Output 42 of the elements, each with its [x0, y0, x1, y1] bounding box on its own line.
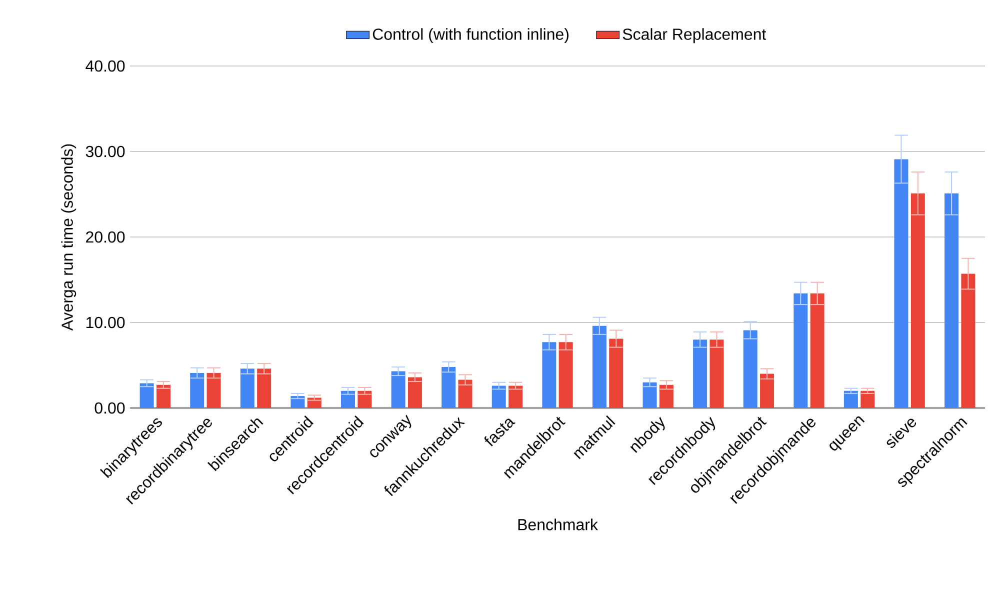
- y-tick-label: 10.00: [86, 316, 125, 328]
- bar: [609, 338, 624, 408]
- bar: [340, 390, 355, 408]
- bar: [508, 386, 523, 408]
- bar: [290, 396, 305, 408]
- bar: [760, 374, 774, 408]
- bar: [206, 372, 221, 408]
- bar: [860, 390, 875, 408]
- bar: [659, 384, 674, 408]
- legend-label: Control (with function inline): [372, 28, 568, 44]
- bar: [458, 380, 472, 408]
- y-axis-title: Averga run time (seconds): [61, 144, 76, 331]
- bar: [693, 340, 708, 408]
- bar: [810, 293, 824, 408]
- y-tick-label: 0.00: [94, 402, 125, 414]
- bar: [558, 342, 573, 408]
- bar: [961, 274, 976, 408]
- bar: [794, 293, 808, 408]
- bar: [140, 383, 154, 408]
- bar: [944, 193, 959, 408]
- bar: [492, 386, 506, 408]
- bar: [391, 371, 406, 408]
- bar: [190, 372, 204, 408]
- legend-label: Scalar Replacement: [622, 28, 766, 44]
- bar: [542, 342, 556, 408]
- bar: [592, 326, 606, 408]
- y-tick-label: 30.00: [86, 146, 125, 158]
- bar: [240, 368, 254, 408]
- bar: [442, 366, 456, 408]
- bar: [642, 382, 657, 408]
- bar: [844, 390, 858, 408]
- bar: [408, 377, 422, 408]
- bar: [910, 193, 925, 408]
- bar: [710, 340, 724, 408]
- y-tick-label: 40.00: [86, 60, 125, 72]
- bar: [894, 159, 908, 408]
- bar: [156, 384, 170, 408]
- bar: [743, 330, 758, 408]
- bar: [257, 368, 272, 408]
- bar: [358, 390, 372, 408]
- y-tick-label: 20.00: [86, 231, 125, 243]
- x-axis-title: Benchmark: [518, 518, 598, 530]
